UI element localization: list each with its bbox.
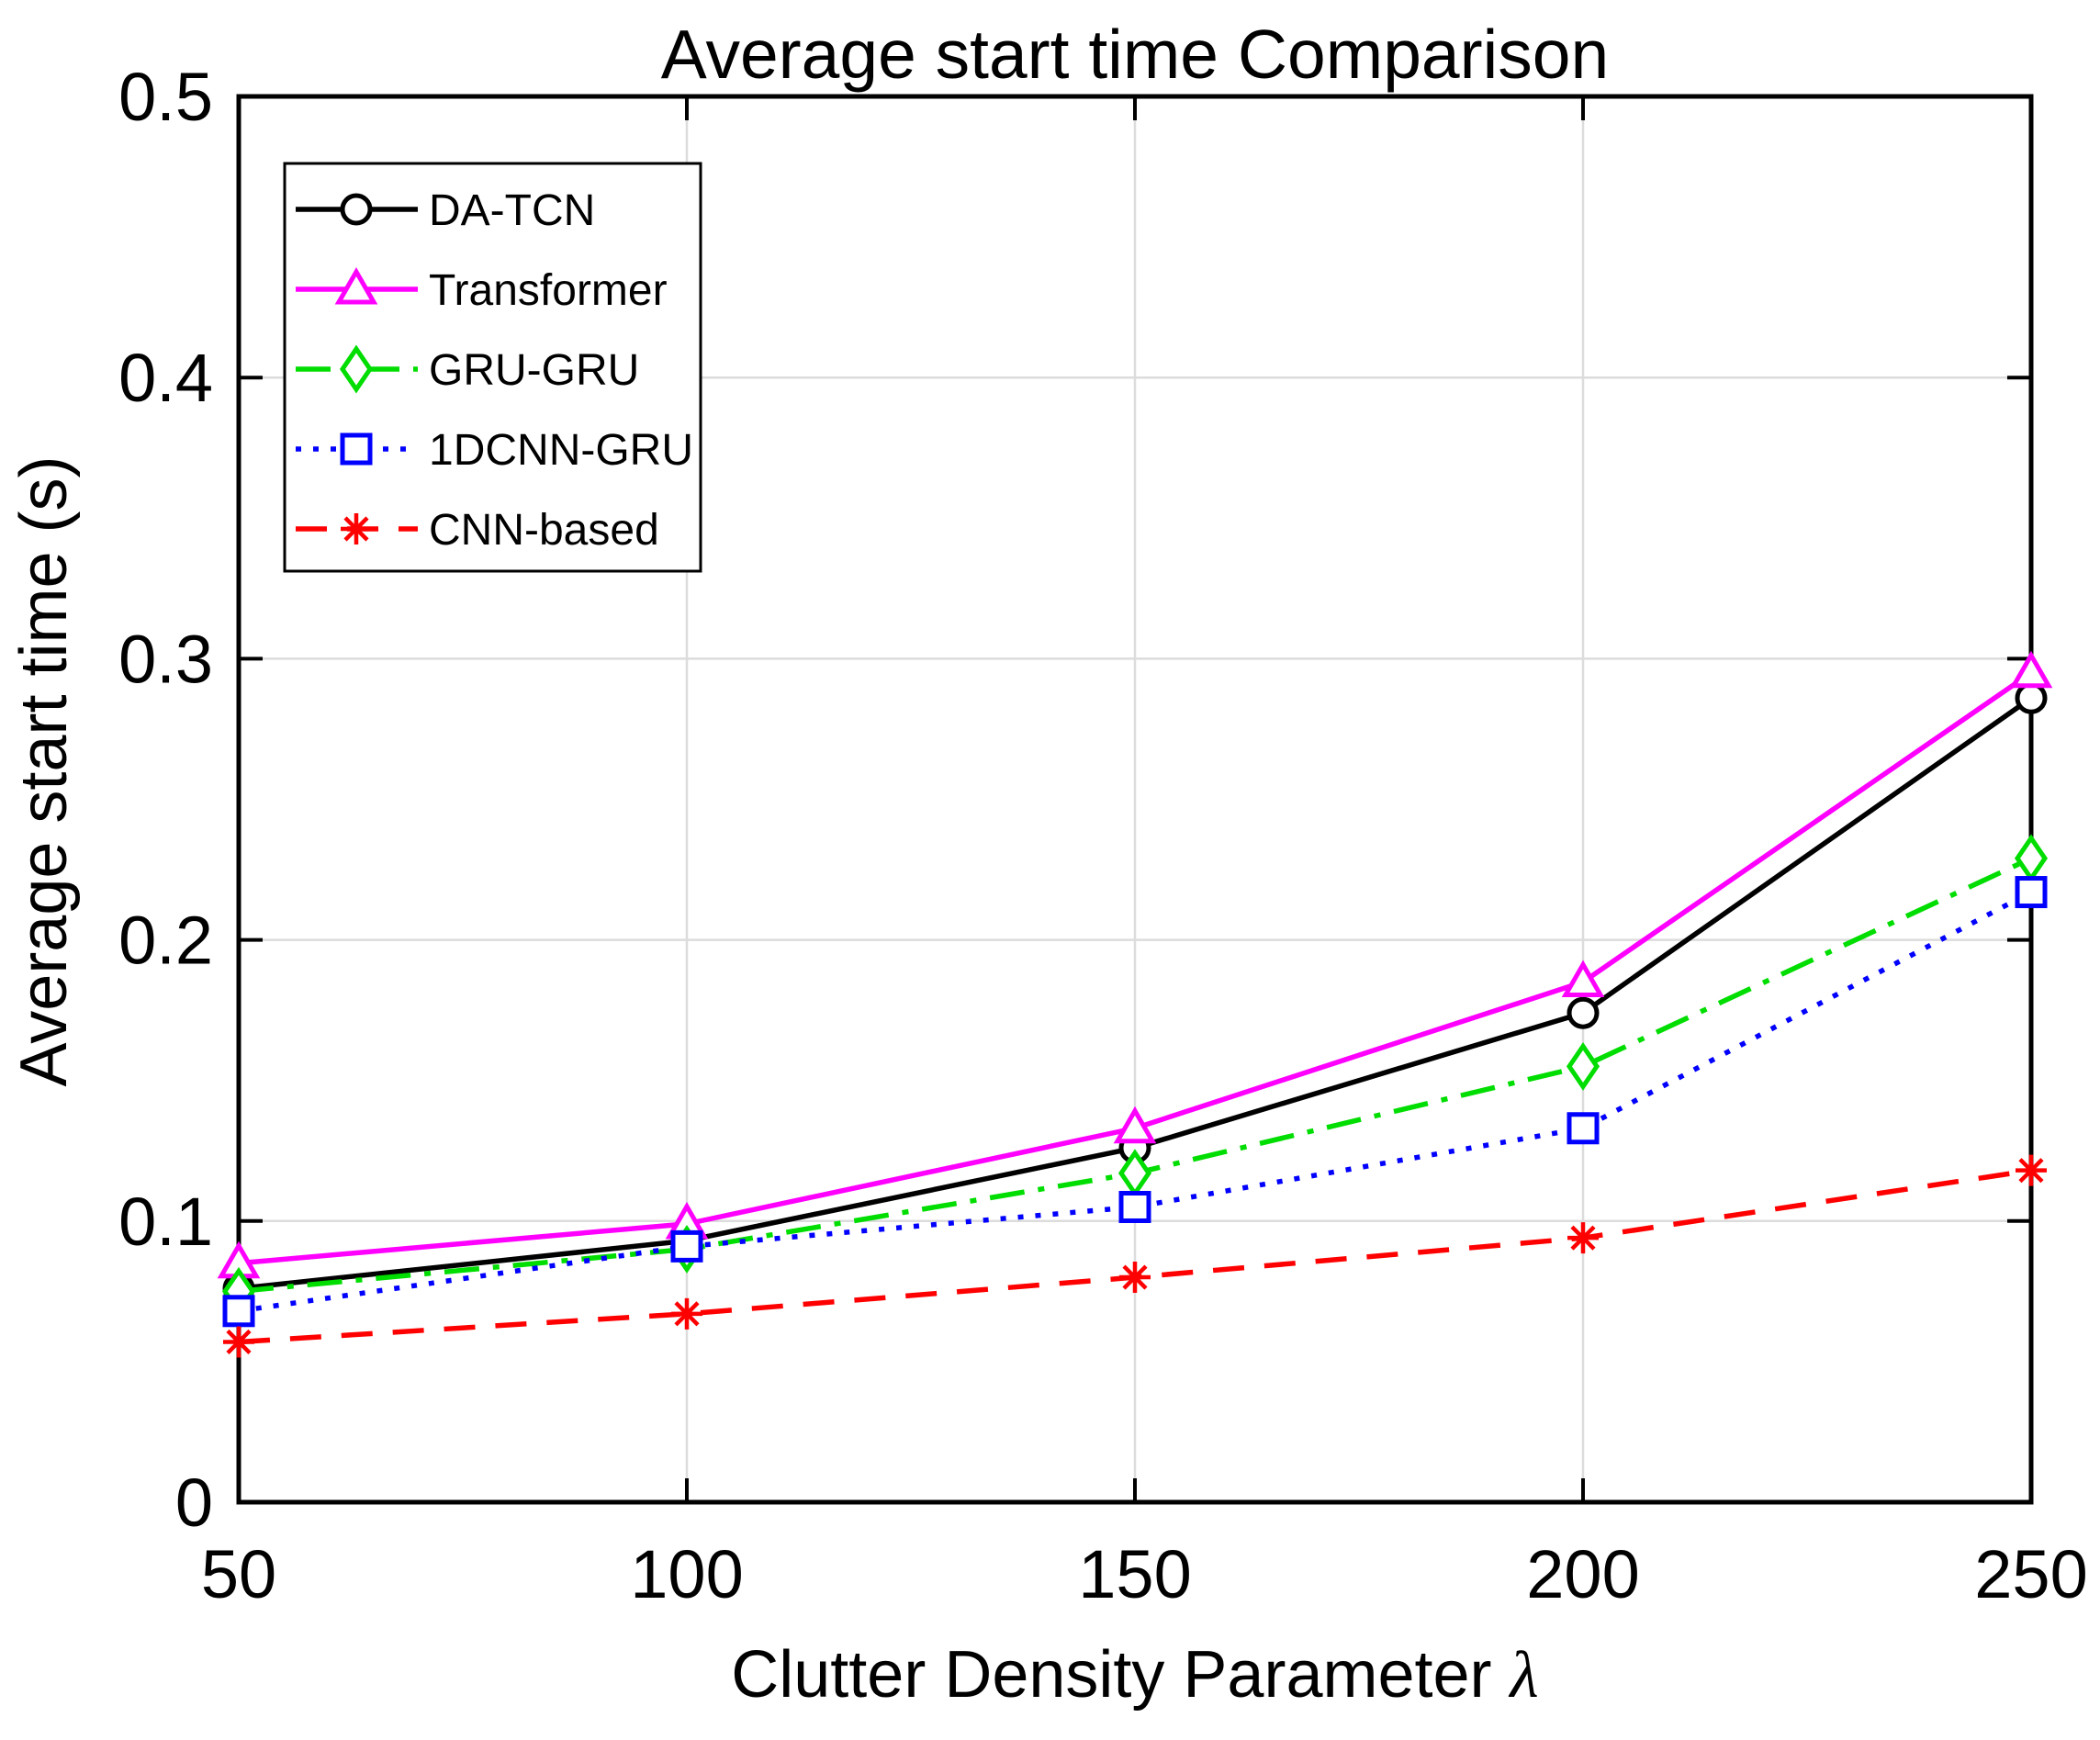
- legend: DA-TCN Transformer GRU-GRU 1DCNN-GRU CNN-bas…: [283, 162, 702, 573]
- legend-entry-da-tcn: DA-TCN: [296, 186, 595, 235]
- y-tick-label: 0.2: [118, 903, 213, 979]
- series-cnn-based: [223, 1154, 2047, 1358]
- x-axis-label: Clutter Density Parameter λ: [731, 1638, 1538, 1712]
- circle-marker-da-tcn: [1567, 996, 1600, 1029]
- legend-label-da-tcn: DA-TCN: [429, 186, 595, 235]
- square-marker-1dcnn-gru: [1567, 1112, 1600, 1145]
- diamond-marker-gru-gru: [1566, 1041, 1600, 1091]
- x-tick-label: 100: [630, 1536, 743, 1612]
- y-tick-label: 0.1: [118, 1184, 213, 1260]
- chart-title: Average start time Comparison: [661, 16, 1609, 93]
- square-marker-1dcnn-gru: [1118, 1190, 1151, 1223]
- legend-entry-1dcnn-gru: 1DCNN-GRU: [296, 426, 693, 475]
- legend-square-marker-1dcnn-gru: [340, 432, 373, 466]
- x-tick-labels: 50 100 150 200 250: [201, 1536, 2088, 1612]
- legend-entry-transformer: Transformer: [296, 266, 668, 315]
- triangle-marker-transformer: [2009, 650, 2053, 689]
- x-tick-label: 250: [1974, 1536, 2087, 1612]
- legend-label-cnn-based: CNN-based: [429, 506, 659, 555]
- axis-ticks: [237, 95, 2033, 1504]
- series-group: [217, 650, 2053, 1358]
- y-tick-label: 0: [175, 1465, 213, 1541]
- y-tick-label: 0.4: [118, 340, 213, 416]
- asterisk-marker-cnn-based: [1567, 1222, 1599, 1254]
- diamond-marker-gru-gru: [2014, 834, 2049, 883]
- x-tick-label: 50: [201, 1536, 276, 1612]
- circle-marker-da-tcn: [2015, 681, 2048, 714]
- x-tick-label: 200: [1526, 1536, 1639, 1612]
- legend-circle-marker-da-tcn: [340, 193, 373, 226]
- legend-label-1dcnn-gru: 1DCNN-GRU: [429, 426, 693, 475]
- asterisk-marker-cnn-based: [671, 1297, 702, 1330]
- legend-asterisk-marker-cnn-based: [341, 513, 372, 544]
- legend-label-transformer: Transformer: [429, 266, 668, 315]
- square-marker-1dcnn-gru: [222, 1295, 255, 1328]
- series-line-1dcnn-gru: [238, 890, 2033, 1314]
- legend-label-gru-gru: GRU-GRU: [429, 346, 639, 395]
- square-marker-1dcnn-gru: [670, 1229, 703, 1263]
- triangle-marker-transformer: [1113, 1106, 1157, 1144]
- y-tick-label: 0.5: [118, 59, 213, 135]
- series-transformer: [217, 650, 2053, 1279]
- lambda-symbol: λ: [1509, 1638, 1539, 1712]
- square-marker-1dcnn-gru: [2015, 876, 2048, 909]
- x-tick-label: 150: [1078, 1536, 1191, 1612]
- legend-triangle-marker-transformer: [334, 266, 378, 305]
- asterisk-marker-cnn-based: [223, 1326, 254, 1358]
- legend-entry-cnn-based: CNN-based: [296, 506, 659, 555]
- asterisk-marker-cnn-based: [2016, 1154, 2047, 1186]
- legend-diamond-marker-gru-gru: [339, 344, 374, 394]
- y-tick-labels: 0 0.1 0.2 0.3 0.4 0.5: [118, 59, 213, 1541]
- y-axis-label: Average start time (s): [7, 456, 81, 1087]
- asterisk-marker-cnn-based: [1119, 1262, 1151, 1294]
- y-tick-label: 0.3: [118, 621, 213, 697]
- series-1dcnn-gru: [222, 876, 2048, 1328]
- triangle-marker-transformer: [1561, 960, 1605, 998]
- legend-entry-gru-gru: GRU-GRU: [296, 344, 639, 395]
- x-axis-label-text: Clutter Density Parameter: [731, 1638, 1510, 1712]
